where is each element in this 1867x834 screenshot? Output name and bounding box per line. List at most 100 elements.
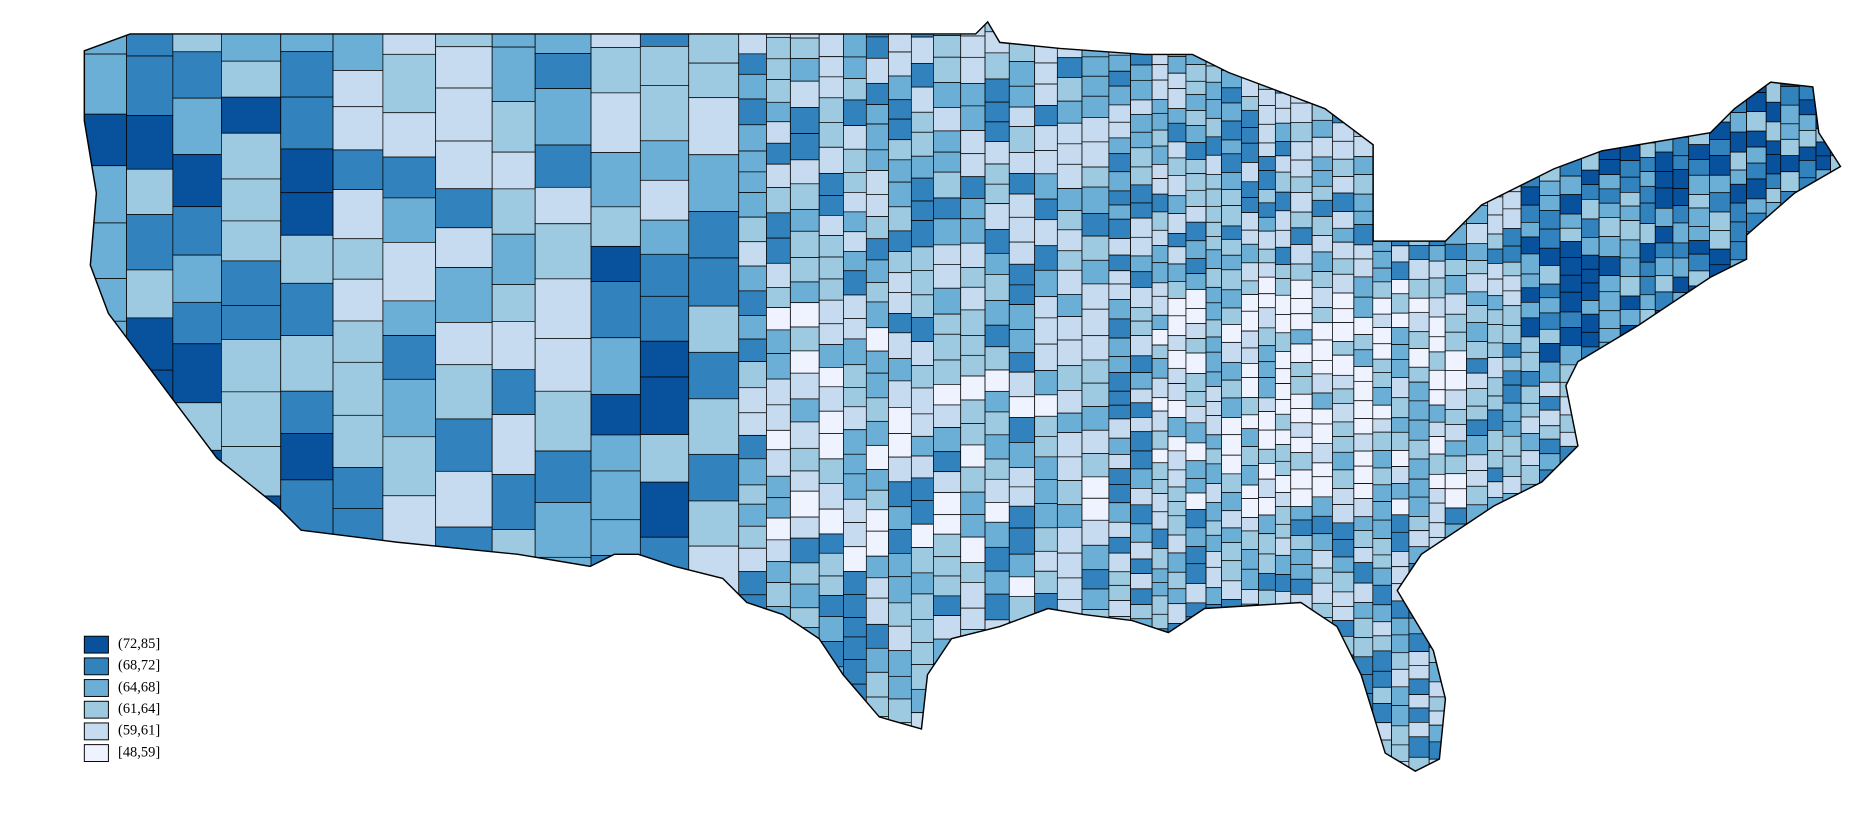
county	[1221, 153, 1242, 173]
county	[1688, 305, 1710, 322]
county	[491, 529, 536, 569]
county	[1765, 553, 1782, 574]
county	[1559, 463, 1583, 481]
county	[1221, 225, 1242, 240]
county	[1487, 467, 1504, 483]
county	[1798, 177, 1817, 196]
county	[1444, 109, 1467, 125]
county	[1130, 166, 1153, 186]
county	[1167, 195, 1187, 214]
county	[865, 123, 889, 151]
county	[1391, 668, 1410, 688]
county	[1258, 605, 1276, 620]
county	[766, 582, 791, 607]
county	[1466, 92, 1489, 109]
county	[1274, 720, 1292, 739]
county	[1559, 517, 1583, 536]
county	[1780, 104, 1800, 125]
county	[1539, 210, 1561, 230]
county	[1581, 502, 1600, 521]
county	[1185, 651, 1207, 670]
county	[221, 628, 282, 682]
county	[933, 427, 962, 453]
county	[1798, 160, 1817, 179]
county	[910, 36, 934, 64]
county	[1167, 298, 1187, 317]
county	[738, 484, 767, 505]
county	[960, 105, 986, 131]
county	[1108, 760, 1131, 772]
county	[1290, 376, 1313, 395]
county	[960, 335, 986, 356]
county	[1815, 518, 1831, 534]
county	[1672, 242, 1690, 259]
county	[888, 51, 912, 77]
county	[818, 616, 844, 642]
county	[1559, 21, 1583, 33]
county	[1502, 228, 1522, 247]
county	[1654, 354, 1674, 375]
county	[1709, 139, 1731, 156]
county	[843, 594, 867, 618]
county	[1428, 200, 1446, 215]
county	[1487, 178, 1504, 198]
county	[1081, 117, 1110, 143]
county	[126, 55, 174, 116]
county	[738, 33, 767, 55]
county	[1332, 258, 1355, 275]
county	[1619, 378, 1641, 394]
county	[1258, 755, 1276, 772]
county	[1185, 31, 1207, 46]
county	[1185, 110, 1207, 126]
county	[1205, 520, 1222, 536]
county	[1487, 42, 1504, 64]
county	[818, 533, 844, 554]
county	[1830, 109, 1841, 126]
county	[1847, 465, 1866, 480]
county	[1241, 96, 1259, 111]
county	[1487, 324, 1504, 344]
county	[1581, 520, 1600, 541]
county	[1688, 423, 1710, 440]
county	[1081, 75, 1110, 97]
county	[1688, 589, 1710, 604]
county	[1391, 725, 1410, 746]
county	[1372, 46, 1392, 63]
county	[1487, 450, 1504, 469]
county	[1780, 86, 1800, 106]
county	[1539, 783, 1560, 800]
county	[1729, 381, 1747, 397]
county	[1729, 587, 1747, 604]
county	[1729, 48, 1747, 65]
county	[1765, 452, 1782, 470]
county	[1502, 591, 1522, 609]
county	[1780, 546, 1800, 561]
county	[1008, 621, 1036, 646]
county	[933, 35, 962, 58]
county	[1466, 358, 1489, 374]
county	[790, 766, 820, 772]
county	[910, 688, 934, 713]
county	[1428, 646, 1446, 663]
county	[1056, 526, 1083, 554]
county	[1619, 257, 1641, 278]
county	[1205, 434, 1222, 450]
county	[1520, 221, 1540, 238]
county	[1444, 21, 1467, 30]
county	[1502, 343, 1522, 358]
county	[790, 720, 820, 742]
county	[1581, 254, 1600, 270]
county	[1654, 656, 1674, 673]
county	[1258, 123, 1276, 144]
county	[1729, 131, 1747, 153]
county	[1502, 81, 1522, 98]
county	[1581, 593, 1600, 612]
county	[1408, 563, 1430, 584]
county	[790, 107, 820, 134]
county	[1709, 634, 1731, 656]
county	[1130, 604, 1153, 620]
county	[888, 159, 912, 183]
county	[1830, 701, 1841, 721]
county	[1581, 282, 1600, 301]
